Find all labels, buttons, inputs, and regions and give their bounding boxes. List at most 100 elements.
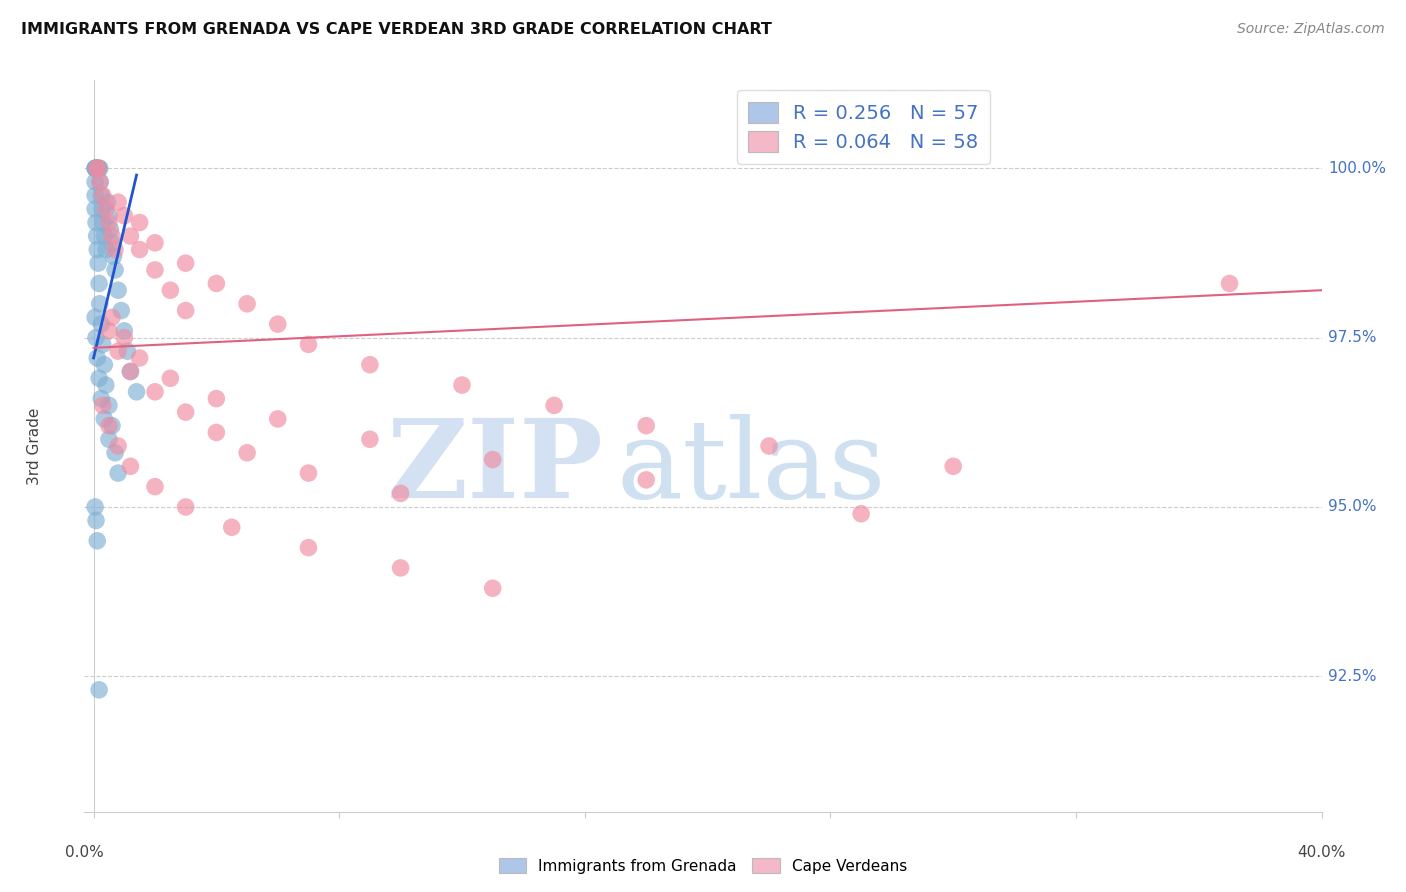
Point <box>94 202 117 216</box>
Point <box>89 297 111 311</box>
Point <box>112 324 135 338</box>
Point <box>89 175 111 189</box>
Point <box>93 358 115 372</box>
Point <box>91 398 114 412</box>
Point <box>174 303 197 318</box>
Point <box>174 405 197 419</box>
Point <box>87 256 110 270</box>
Point <box>236 446 259 460</box>
Point <box>107 344 129 359</box>
Point <box>87 161 110 176</box>
Point <box>84 161 107 176</box>
Point <box>297 337 319 351</box>
Point <box>91 202 114 216</box>
Point <box>86 351 108 365</box>
Point <box>128 215 150 229</box>
Point <box>636 473 658 487</box>
Point <box>94 243 117 257</box>
Point <box>97 324 120 338</box>
Point <box>97 215 120 229</box>
Point <box>221 520 243 534</box>
Point <box>91 337 114 351</box>
Point <box>174 500 197 514</box>
Text: atlas: atlas <box>616 415 886 522</box>
Point <box>84 202 107 216</box>
Point <box>143 263 166 277</box>
Text: 100.0%: 100.0% <box>1327 161 1386 176</box>
Point <box>297 466 319 480</box>
Point <box>125 384 148 399</box>
Point <box>101 235 124 250</box>
Point <box>96 195 118 210</box>
Point <box>104 263 127 277</box>
Point <box>359 432 381 446</box>
Point <box>100 222 122 236</box>
Point <box>90 188 112 202</box>
Legend: R = 0.256   N = 57, R = 0.064   N = 58: R = 0.256 N = 57, R = 0.064 N = 58 <box>737 90 990 163</box>
Point <box>93 229 115 244</box>
Point <box>84 310 107 325</box>
Text: ZIP: ZIP <box>387 415 605 522</box>
Point <box>481 581 503 595</box>
Point <box>84 161 107 176</box>
Point <box>97 418 120 433</box>
Point <box>451 378 474 392</box>
Point <box>86 161 108 176</box>
Point <box>84 161 107 176</box>
Point <box>1218 277 1240 291</box>
Point <box>236 297 259 311</box>
Point <box>389 561 412 575</box>
Point <box>389 486 412 500</box>
Point <box>90 317 112 331</box>
Point <box>159 371 181 385</box>
Point <box>93 412 115 426</box>
Point <box>84 161 107 176</box>
Point <box>143 480 166 494</box>
Point <box>91 188 114 202</box>
Point <box>758 439 780 453</box>
Point <box>87 682 110 697</box>
Point <box>87 161 110 176</box>
Point <box>205 425 228 440</box>
Point <box>942 459 965 474</box>
Point <box>267 412 290 426</box>
Point <box>205 392 228 406</box>
Point <box>84 514 107 528</box>
Point <box>86 243 108 257</box>
Point <box>86 161 108 176</box>
Point <box>143 384 166 399</box>
Text: Source: ZipAtlas.com: Source: ZipAtlas.com <box>1237 22 1385 37</box>
Text: 97.5%: 97.5% <box>1327 330 1376 345</box>
Point <box>84 331 107 345</box>
Point <box>97 209 120 223</box>
Point <box>120 229 142 244</box>
Point <box>86 161 108 176</box>
Point <box>97 398 120 412</box>
Point <box>107 466 129 480</box>
Point <box>543 398 565 412</box>
Point <box>143 235 166 250</box>
Point <box>87 371 110 385</box>
Point <box>103 249 125 263</box>
Point <box>89 175 111 189</box>
Point <box>89 161 111 176</box>
Point <box>84 500 107 514</box>
Point <box>174 256 197 270</box>
Point <box>112 209 135 223</box>
Legend: Immigrants from Grenada, Cape Verdeans: Immigrants from Grenada, Cape Verdeans <box>492 852 914 880</box>
Text: 92.5%: 92.5% <box>1327 669 1376 684</box>
Point <box>481 452 503 467</box>
Point <box>101 229 124 244</box>
Point <box>84 175 107 189</box>
Point <box>128 351 150 365</box>
Point <box>90 392 112 406</box>
Point <box>87 277 110 291</box>
Point <box>86 533 108 548</box>
Point <box>86 161 108 176</box>
Point <box>91 215 114 229</box>
Point <box>128 243 150 257</box>
Point <box>94 378 117 392</box>
Point <box>87 161 110 176</box>
Point <box>636 418 658 433</box>
Point <box>112 331 135 345</box>
